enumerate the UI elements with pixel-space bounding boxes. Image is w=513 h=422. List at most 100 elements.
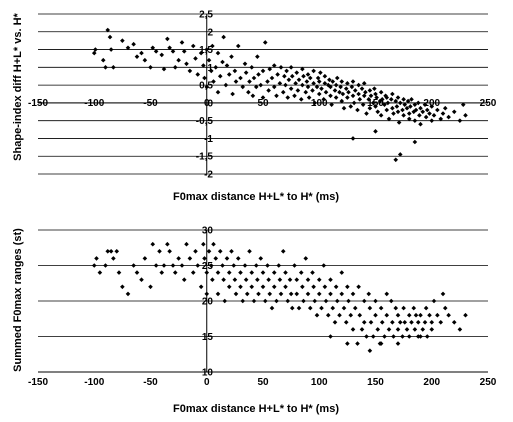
chart-shape-index-point — [111, 65, 116, 70]
chart-shape-index-x-tick-label: 150 — [367, 98, 384, 109]
chart-summed-f0max-point — [208, 263, 214, 268]
chart-shape-index-x-tick-label: -100 — [84, 98, 104, 109]
chart-summed-f0max-point — [316, 277, 322, 282]
chart-shape-index-point — [401, 113, 406, 118]
chart-summed-f0max-point — [361, 320, 367, 325]
chart-summed-f0max-point — [378, 341, 384, 346]
chart-summed-f0max-point — [411, 305, 417, 311]
chart-shape-index-point — [395, 95, 401, 100]
chart-summed-f0max-point — [345, 341, 350, 346]
chart-shape-index-point — [215, 89, 221, 95]
chart-shape-index-point — [150, 45, 156, 51]
chart-shape-index-point — [304, 79, 310, 84]
chart-summed-f0max-point — [328, 334, 333, 339]
chart-shape-index-x-tick-label: 50 — [257, 98, 269, 109]
chart-summed-f0max-point — [215, 291, 221, 297]
chart-summed-f0max-point — [247, 249, 252, 254]
chart-summed-f0max-point — [375, 327, 381, 332]
chart-summed-f0max: 10 15 20 25 30 -150 -100 -50 0 50 100 150 200 250 F0m… — [12, 226, 497, 416]
chart-summed-f0max-point — [103, 263, 108, 268]
chart-summed-f0max-point — [217, 249, 223, 254]
chart-shape-index-point — [339, 79, 345, 84]
chart-summed-f0max-point — [231, 263, 237, 268]
chart-shape-index-point — [357, 97, 363, 102]
chart-summed-f0max-point — [260, 284, 266, 290]
chart-shape-index-point — [379, 97, 385, 102]
chart-summed-f0max-point — [232, 277, 238, 282]
chart-shape-index-point — [373, 104, 378, 109]
chart-shape-index-point — [340, 91, 346, 97]
chart-summed-f0max-point — [406, 312, 412, 318]
chart-shape-index-y-tick-label: 2 — [207, 27, 213, 38]
chart-summed-f0max-point — [172, 270, 178, 275]
chart-summed-f0max-point — [440, 291, 446, 297]
chart-shape-index-y-tick-label: -0,5 — [196, 116, 214, 127]
chart-summed-f0max-point — [131, 263, 136, 268]
chart-summed-f0max-point — [190, 270, 196, 275]
chart-shape-index-point — [296, 77, 302, 83]
chart-summed-f0max-points — [91, 241, 468, 353]
chart-summed-f0max-point — [213, 256, 219, 261]
chart-shape-index-x-tick-label: 0 — [204, 98, 210, 109]
chart-shape-index-point — [440, 111, 446, 116]
chart-summed-f0max-point — [373, 312, 378, 318]
chart-summed-f0max-point — [412, 327, 418, 332]
chart-summed-f0max-point — [415, 334, 421, 339]
chart-shape-index-point — [406, 116, 412, 122]
chart-summed-f0max-point — [294, 291, 300, 297]
chart-shape-index-point — [307, 75, 313, 81]
chart-shape-index-point — [305, 84, 311, 90]
chart-shape-index-ticks: -2-1,5-1-0,500,511,522,5-150 -100 -50 0 50 10… — [28, 10, 497, 181]
chart-shape-index-point — [213, 65, 219, 70]
chart-summed-f0max-point — [400, 334, 405, 339]
chart-shape-index-point — [322, 73, 328, 79]
chart-shape-index-point — [316, 91, 322, 97]
chart-summed-f0max-x-tick-label: -150 — [28, 377, 48, 388]
chart-summed-f0max-y-tick-label: 15 — [202, 332, 214, 343]
chart-shape-index-point — [249, 65, 255, 70]
chart-shape-index-point — [333, 95, 339, 100]
chart-shape-index-point — [378, 89, 384, 95]
chart-shape-index-point — [349, 84, 355, 90]
chart-summed-f0max-point — [120, 284, 125, 290]
chart-shape-index-point — [232, 68, 238, 74]
chart-shape-index-point — [275, 72, 280, 77]
chart-shape-index-point — [460, 102, 466, 107]
chart-summed-f0max-point — [388, 298, 394, 304]
chart-summed-f0max-point — [424, 334, 430, 339]
chart-shape-index-point — [394, 104, 400, 109]
chart-shape-index-point — [341, 105, 347, 111]
chart-summed-f0max-point — [307, 305, 313, 311]
chart-summed-f0max-point — [420, 327, 426, 332]
chart-summed-f0max-x-tick-label: -100 — [84, 377, 104, 388]
chart-summed-f0max-point — [321, 263, 327, 268]
chart-shape-index-point — [253, 84, 259, 90]
chart-summed-f0max-ylabel: Summed F0max ranges (st) — [12, 228, 24, 372]
chart-shape-index-point — [260, 68, 266, 74]
chart-shape-index-point — [393, 157, 399, 163]
chart-shape-index-point — [463, 113, 468, 118]
chart-shape-index-point — [105, 27, 111, 33]
chart-shape-index-point — [269, 75, 275, 81]
chart-shape-index-point — [190, 43, 196, 49]
chart-shape-index-point — [370, 100, 376, 106]
chart-summed-f0max-point — [148, 284, 153, 290]
chart-summed-f0max-point — [366, 291, 372, 297]
chart-shape-index-point — [343, 86, 349, 91]
chart-shape-index-point — [311, 81, 316, 86]
chart-shape-index-point — [305, 72, 311, 77]
chart-summed-f0max-point — [355, 341, 360, 346]
chart-summed-f0max-point — [238, 284, 243, 290]
chart-shape-index-point — [364, 111, 369, 116]
chart-summed-f0max-x-tick-label: 50 — [257, 377, 269, 388]
chart-summed-f0max-point — [153, 263, 159, 268]
chart-summed-f0max-point — [350, 291, 356, 297]
chart-shape-index-point — [424, 107, 430, 113]
chart-shape-index-point — [352, 88, 358, 93]
chart-shape-index-point — [412, 118, 418, 123]
chart-summed-f0max-point — [397, 320, 403, 325]
chart-shape-index-point — [315, 75, 321, 81]
chart-summed-f0max-point — [287, 277, 293, 282]
chart-shape-index-point — [345, 95, 350, 100]
chart-shape-index-axes — [38, 14, 488, 174]
